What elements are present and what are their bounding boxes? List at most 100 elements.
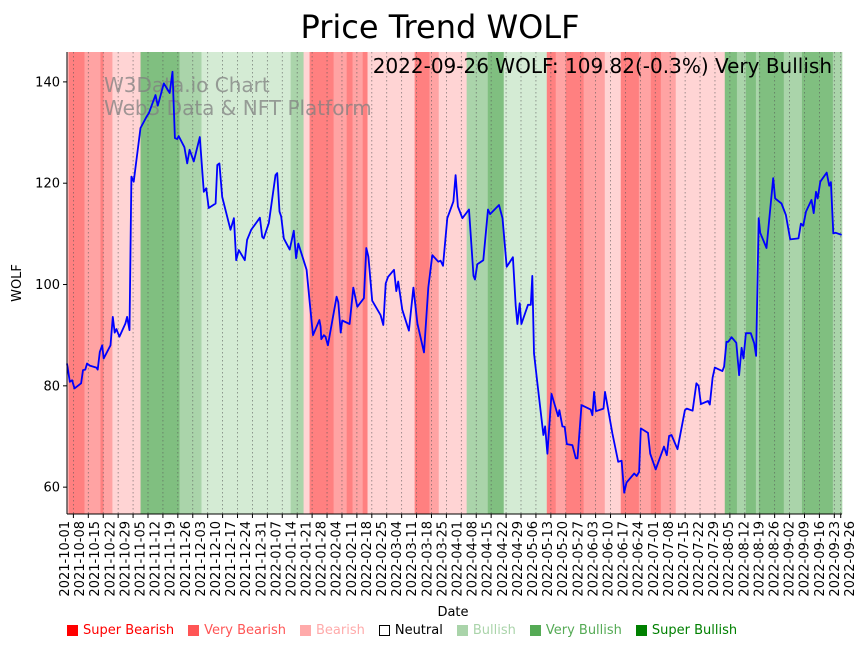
x-tick-label: 2022-07-15 (677, 521, 692, 597)
x-tick-label: 2022-04-01 (451, 521, 466, 597)
legend-item-neutral: Neutral (378, 620, 443, 640)
x-tick-label: 2021-10-15 (88, 521, 103, 597)
x-gridlines (72, 52, 842, 514)
watermark-line-2: Web3 Data & NFT Platform (104, 96, 372, 120)
x-tick-label: 2021-12-17 (224, 521, 239, 597)
legend-item-super-bullish: Super Bullish (635, 620, 738, 640)
band-bearish (112, 52, 141, 514)
legend-item-very-bearish: Very Bearish (188, 620, 286, 640)
band-bullish (503, 52, 548, 514)
latest-price-annotation: 2022-09-26 WOLF: 109.82(-0.3%) Very Bull… (373, 54, 832, 78)
x-tick-label: 2022-03-25 (435, 521, 450, 597)
band-very-bearish (583, 52, 606, 514)
band-very-bullish (783, 52, 803, 514)
band-bearish (438, 52, 467, 514)
x-tick-label: 2022-09-02 (783, 521, 798, 597)
band-very-bearish (638, 52, 652, 514)
band-bearish (303, 52, 310, 514)
x-tick-label: 2022-04-15 (481, 521, 496, 597)
x-tick-label: 2022-09-16 (813, 521, 828, 597)
x-tick-label: 2022-08-19 (752, 521, 767, 597)
band-very-bullish (832, 52, 843, 514)
x-tick-label: 2022-07-08 (662, 521, 677, 597)
band-super-bearish (620, 52, 640, 514)
y-tick-label: 120 (35, 177, 60, 192)
legend-item-super-bearish: Super Bearish (67, 620, 174, 640)
x-tick-label: 2022-04-08 (466, 521, 481, 597)
y-tick-label: 80 (43, 379, 60, 394)
x-tick-label: 2021-11-26 (179, 521, 194, 597)
y-tick-label: 100 (35, 278, 60, 293)
x-tick-label: 2022-02-11 (345, 521, 360, 597)
x-tick-label: 2022-03-04 (390, 521, 405, 597)
band-very-bearish (429, 52, 440, 514)
legend-label: Very Bearish (204, 622, 286, 638)
x-tick-label: 2021-10-01 (58, 521, 73, 597)
x-tick-label: 2021-10-22 (103, 521, 118, 597)
band-super-bearish (100, 52, 104, 514)
x-tick-label: 2022-08-12 (737, 521, 752, 597)
x-tick-label: 2021-12-24 (239, 521, 254, 597)
legend-swatch (378, 624, 390, 636)
x-tick-label: 2021-11-05 (134, 521, 149, 597)
x-tick-label: 2022-04-22 (496, 521, 511, 597)
y-tick-label: 60 (43, 481, 60, 496)
band-very-bearish (352, 52, 363, 514)
x-tick-label: 2022-02-25 (375, 521, 390, 597)
band-bearish (367, 52, 415, 514)
band-very-bearish (660, 52, 677, 514)
x-tick-label: 2022-09-23 (828, 521, 843, 597)
band-super-bearish (565, 52, 584, 514)
band-very-bullish (290, 52, 304, 514)
legend-swatch (529, 624, 541, 636)
legend-swatch (67, 624, 78, 636)
x-tick-label: 2022-05-27 (571, 521, 586, 597)
price-line (66, 70, 842, 494)
x-tick-label: 2022-08-26 (768, 521, 783, 597)
band-very-bullish (179, 52, 202, 514)
legend-item-bearish: Bearish (299, 620, 365, 640)
legend-label: Bullish (472, 622, 516, 638)
x-tick-label: 2022-05-13 (541, 521, 556, 597)
legend-label: Bearish (315, 622, 365, 638)
legend-swatch (456, 624, 468, 636)
x-tick-label: 2022-07-01 (647, 521, 662, 597)
x-tick-label: 2022-01-07 (269, 521, 284, 597)
x-tick-label: 2022-06-03 (586, 521, 601, 597)
x-tick-label: 2022-06-24 (632, 521, 647, 597)
band-super-bullish (801, 52, 834, 514)
legend-item-very-bullish: Very Bullish (529, 620, 622, 640)
x-tick-label: 2021-12-03 (194, 521, 209, 597)
x-axis-label: Date (437, 605, 468, 620)
x-tick-label: 2022-08-05 (722, 521, 737, 597)
band-super-bullish (140, 52, 180, 514)
band-very-bearish (84, 52, 101, 514)
band-super-bearish (309, 52, 334, 514)
x-tick-label: 2022-05-20 (556, 521, 571, 597)
x-tick-label: 2022-04-29 (511, 521, 526, 597)
band-super-bullish (758, 52, 785, 514)
legend-swatch (635, 624, 647, 636)
legend-label: Super Bearish (83, 622, 175, 638)
x-tick-label: 2021-12-31 (254, 521, 269, 597)
x-tick-label: 2022-01-21 (300, 521, 315, 597)
band-super-bearish (346, 52, 353, 514)
y-axis-label: WOLF (10, 264, 25, 302)
band-very-bearish (333, 52, 347, 514)
legend-label: Very Bullish (545, 622, 622, 638)
x-tick-label: 2021-11-19 (164, 521, 179, 597)
band-bullish (201, 52, 291, 514)
x-tick-label: 2022-07-29 (707, 521, 722, 597)
y-tick-label: 140 (35, 75, 60, 90)
legend-label: Super Bullish (651, 622, 738, 638)
legend-item-bullish: Bullish (456, 620, 516, 640)
x-tick-label: 2021-11-12 (149, 521, 164, 597)
band-super-bullish (745, 52, 757, 514)
band-super-bearish (650, 52, 662, 514)
band-super-bearish (546, 52, 557, 514)
band-super-bearish (414, 52, 430, 514)
band-bearish (67, 52, 69, 514)
band-very-bearish (103, 52, 113, 514)
